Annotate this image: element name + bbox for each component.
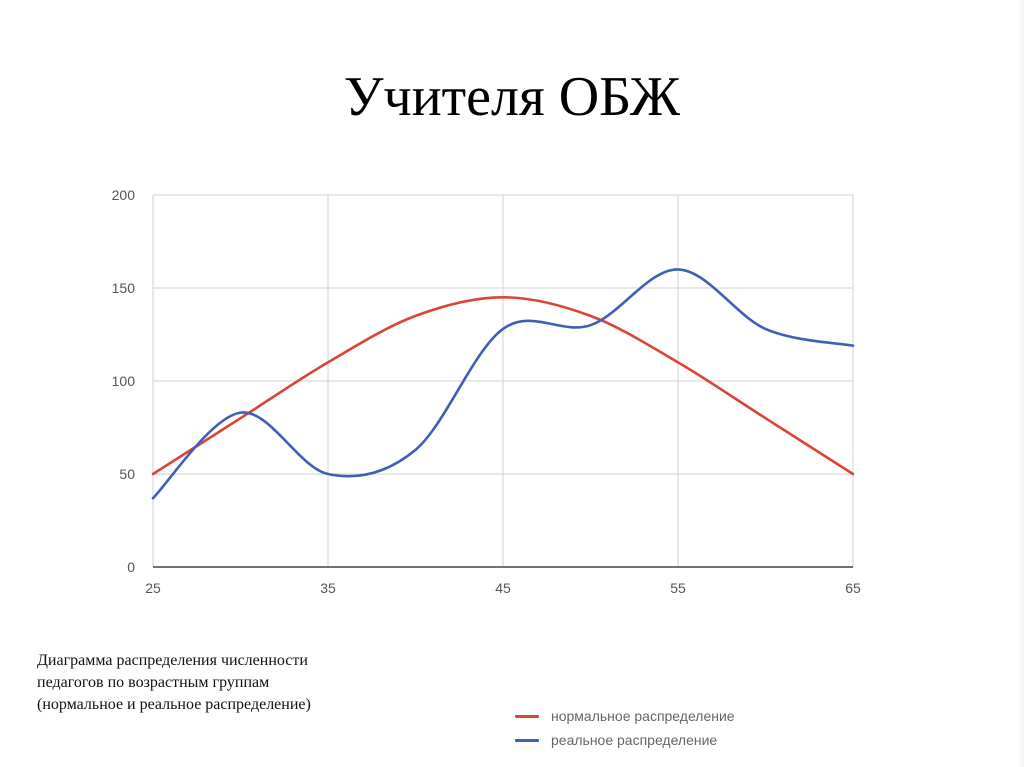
x-tick-label: 55	[670, 580, 686, 596]
series-line-normal	[151, 296, 855, 476]
caption-line: (нормальное и реальное распределение)	[37, 696, 311, 713]
y-tick-label: 150	[112, 280, 136, 296]
x-tick-label: 65	[845, 580, 861, 596]
legend-label: реальное распределение	[551, 732, 718, 748]
legend-label: нормальное распределение	[551, 708, 735, 724]
x-tick-label: 45	[495, 580, 511, 596]
caption-line: Диаграмма распределения численности	[37, 652, 308, 669]
legend-item-real: реальное распределение	[515, 728, 735, 752]
chart-series	[151, 268, 855, 500]
x-tick-label: 25	[145, 580, 161, 596]
y-tick-label: 100	[112, 373, 136, 389]
chart-legend: нормальное распределение реальное распре…	[515, 704, 735, 752]
y-tick-label: 0	[127, 559, 135, 575]
series-line-real	[151, 268, 855, 500]
chart-caption: Диаграмма распределения численности педа…	[37, 650, 417, 716]
chart-grid	[152, 194, 854, 567]
slide-title: Учителя ОБЖ	[343, 66, 681, 128]
y-tick-label: 50	[119, 466, 135, 482]
legend-item-normal: нормальное распределение	[515, 704, 735, 728]
y-tick-label: 200	[112, 187, 136, 203]
legend-swatch-blue-icon	[515, 738, 539, 742]
x-tick-label: 35	[320, 580, 336, 596]
caption-line: педагогов по возрастным группам	[37, 674, 270, 691]
legend-swatch-red-icon	[515, 714, 539, 718]
chart-axes: 0 50 100 150 200 25 35 45 55 65	[112, 187, 861, 596]
slide-edge	[1018, 0, 1024, 767]
line-chart: 0 50 100 150 200 25 35 45 55 65	[112, 187, 861, 596]
